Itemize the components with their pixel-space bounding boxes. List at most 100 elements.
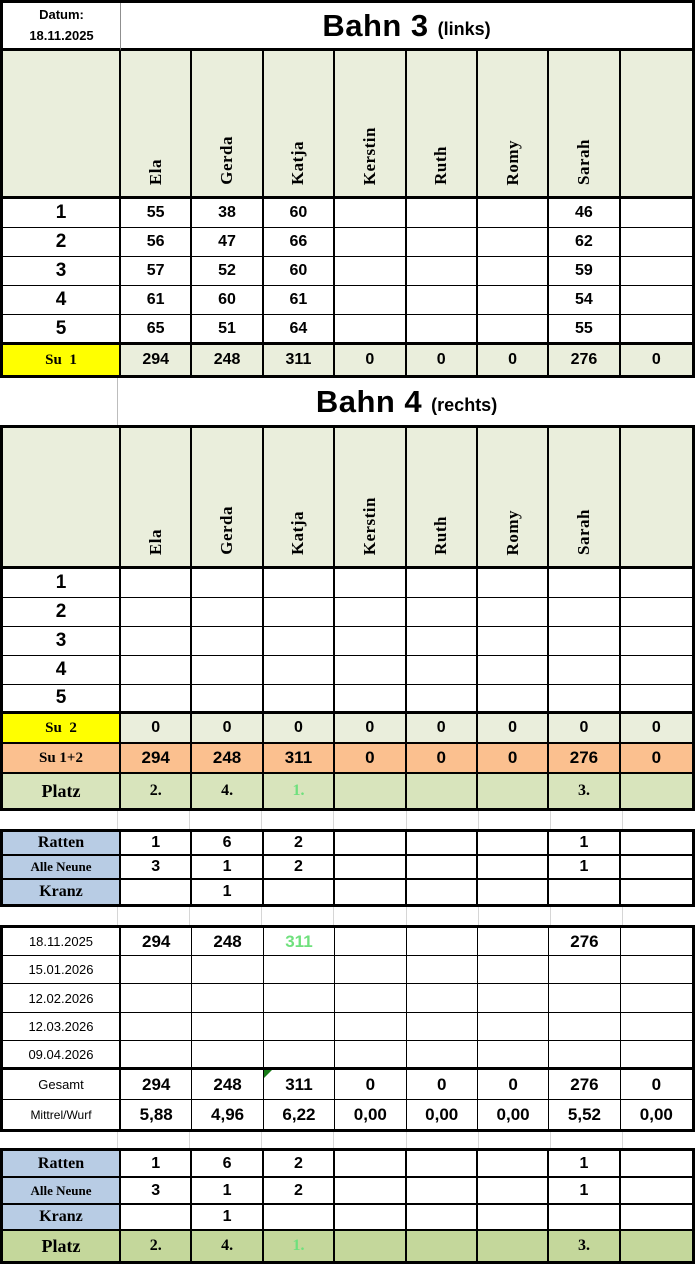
season-cell[interactable] [477,928,550,956]
cell[interactable] [335,228,407,257]
cell[interactable] [335,656,407,685]
cell[interactable] [192,656,264,685]
platz-value-cell[interactable]: 4. [192,1231,264,1261]
mittel-value-cell[interactable]: 4,96 [192,1100,264,1129]
cell[interactable] [620,228,692,257]
cell[interactable]: 57 [121,257,193,286]
cell[interactable] [406,286,478,315]
cell[interactable] [192,598,264,627]
bonus-cell[interactable]: 1 [121,832,193,856]
cell[interactable] [121,598,193,627]
bahn4-corner-cell[interactable] [3,428,121,569]
bonus-cell[interactable] [406,1205,478,1231]
cell[interactable] [549,685,621,714]
su12-value-cell[interactable]: 311 [263,744,336,774]
bonus-cell[interactable] [620,832,692,856]
player-header-cell[interactable]: Gerda [192,428,264,569]
date-label-cell[interactable]: 15.01.2026 [3,956,121,984]
mittel-value-cell[interactable]: 0,00 [335,1100,407,1129]
bonus-cell[interactable] [335,1178,407,1205]
alle-neune-label-cell[interactable]: Alle Neune [3,856,121,880]
gesamt-value-cell[interactable]: 0 [620,1070,692,1100]
gesamt-value-cell[interactable]: 0 [335,1070,407,1100]
cell[interactable] [620,627,692,656]
mittel-label-cell[interactable]: Mittrel/Wurf [3,1100,121,1129]
su1-value-cell[interactable]: 248 [192,345,264,375]
season-cell[interactable] [406,984,478,1013]
season-cell[interactable] [335,984,407,1013]
season-cell[interactable] [192,1013,264,1041]
bonus-cell[interactable] [477,1178,550,1205]
cell[interactable] [477,286,550,315]
season-cell[interactable] [406,1041,478,1070]
cell[interactable] [263,685,336,714]
bonus-cell[interactable]: 1 [549,856,621,880]
bonus-cell[interactable] [335,880,407,904]
cell[interactable] [620,199,692,228]
bonus-cell[interactable] [121,1205,193,1231]
platz-value-cell[interactable] [335,1231,407,1261]
date-label-cell[interactable]: 12.02.2026 [3,984,121,1013]
cell[interactable]: 61 [121,286,193,315]
su1-value-cell[interactable]: 0 [620,345,692,375]
platz-value-cell[interactable]: 1. [263,1231,336,1261]
season-cell[interactable] [192,1041,264,1070]
su12-value-cell[interactable]: 248 [192,744,264,774]
bonus-cell[interactable] [406,832,478,856]
su1-value-cell[interactable]: 294 [121,345,193,375]
bonus-cell[interactable] [620,1151,692,1178]
bonus-cell[interactable]: 1 [192,1205,264,1231]
season-cell[interactable] [477,1013,550,1041]
kranz-label-cell[interactable]: Kranz [3,880,121,904]
su2-label-cell[interactable]: Su 2 [3,714,121,744]
cell[interactable] [335,685,407,714]
season-cell[interactable] [263,1041,336,1070]
season-cell[interactable]: 248 [192,928,264,956]
cell[interactable] [263,598,336,627]
bonus-cell[interactable] [478,880,550,904]
bonus-cell[interactable] [406,856,478,880]
bonus-cell[interactable]: 6 [192,1151,264,1178]
season-cell[interactable] [192,956,264,984]
platz-value-cell[interactable] [477,774,550,808]
round-label[interactable]: 1 [3,199,121,228]
cell[interactable] [335,627,407,656]
season-cell[interactable] [335,928,407,956]
bonus-cell[interactable]: 1 [192,1178,264,1205]
bonus-cell[interactable] [121,880,193,904]
season-cell[interactable] [263,1013,336,1041]
bonus-cell[interactable] [406,1151,478,1178]
platz-value-cell[interactable] [406,1231,478,1261]
su12-value-cell[interactable]: 294 [121,744,193,774]
cell[interactable]: 59 [549,257,621,286]
round-label[interactable]: 5 [3,315,121,345]
season-cell[interactable] [406,956,478,984]
player-header-cell[interactable] [620,428,692,569]
bonus-cell[interactable] [406,1178,478,1205]
season-cell[interactable] [477,956,550,984]
su1-value-cell[interactable]: 311 [263,345,336,375]
season-cell[interactable] [335,956,407,984]
gesamt-value-cell[interactable]: 248 [192,1070,264,1100]
platz-value-cell[interactable] [406,774,478,808]
su2-value-cell[interactable]: 0 [263,714,336,744]
season-cell[interactable] [406,1013,478,1041]
season-cell[interactable] [192,984,264,1013]
cell[interactable]: 46 [549,199,621,228]
player-header-cell[interactable]: Romy [477,428,550,569]
cell[interactable] [477,627,550,656]
platz-value-cell[interactable] [620,774,692,808]
bonus-cell[interactable]: 2 [263,856,336,880]
season-cell[interactable]: 311 [263,928,336,956]
cell[interactable] [192,685,264,714]
platz-value-cell[interactable]: 2. [121,1231,193,1261]
bonus-cell[interactable] [620,856,692,880]
round-label[interactable]: 1 [3,569,121,598]
cell[interactable] [620,257,692,286]
season-cell[interactable] [121,956,193,984]
su12-value-cell[interactable]: 276 [549,744,621,774]
season-cell[interactable]: 276 [549,928,621,956]
round-label[interactable]: 3 [3,627,121,656]
alle-neune-label-cell[interactable]: Alle Neune [3,1178,121,1205]
platz-value-cell[interactable] [620,1231,692,1261]
